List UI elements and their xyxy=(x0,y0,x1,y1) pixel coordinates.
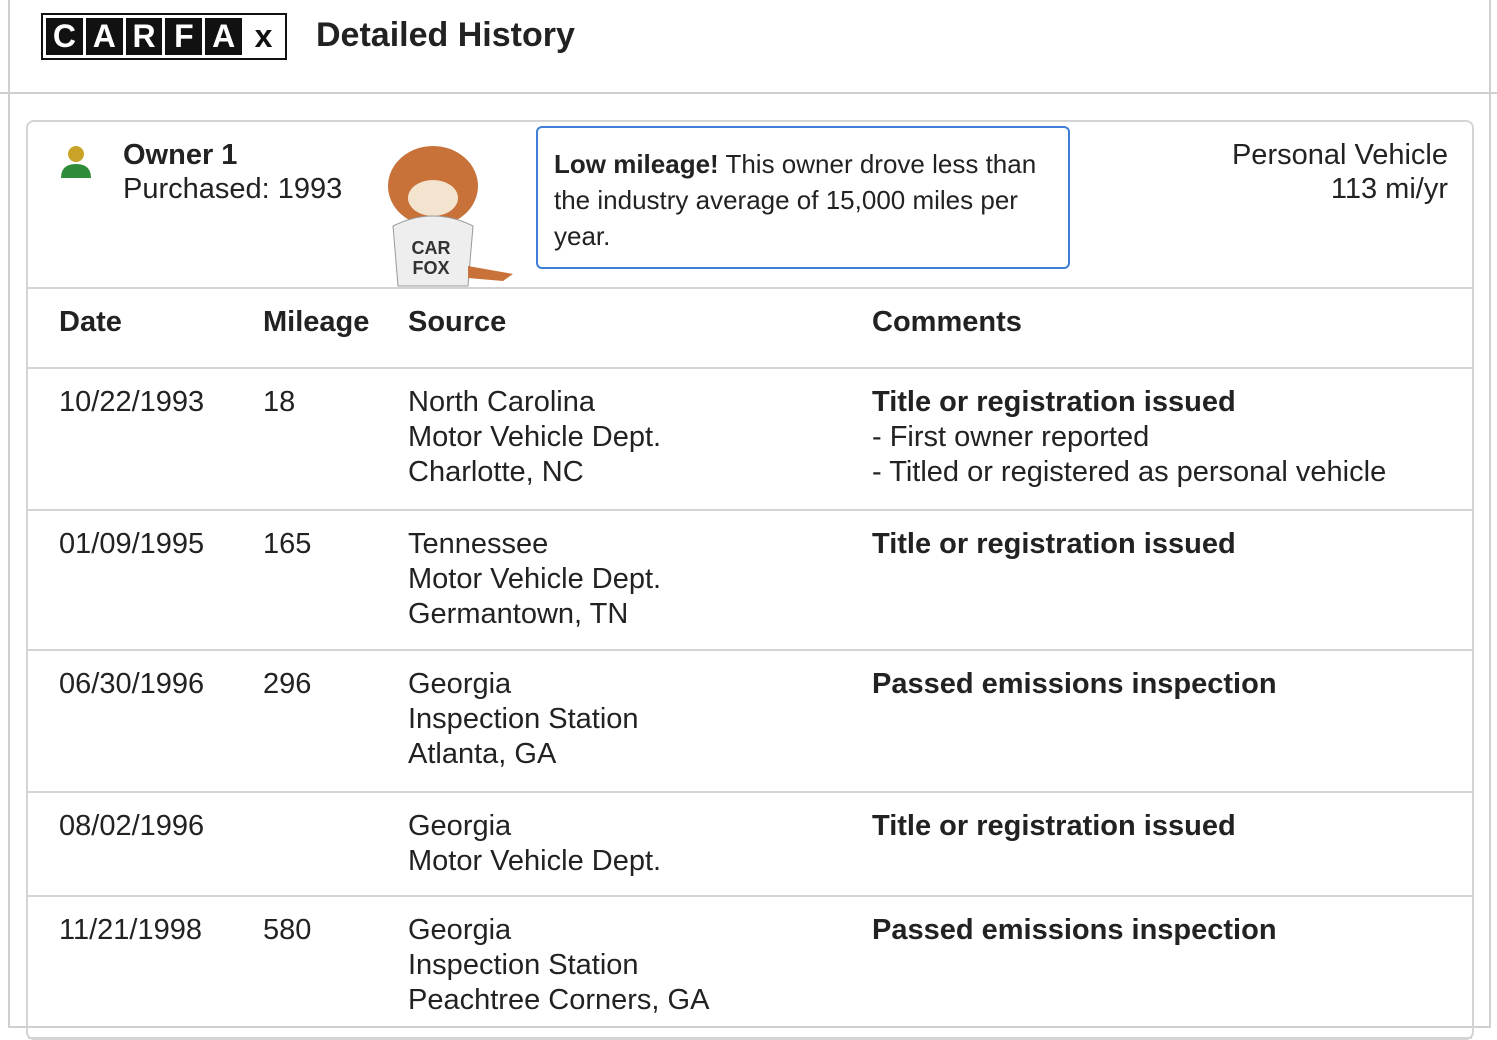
logo-letter: R xyxy=(126,18,163,55)
shirt-text: CAR xyxy=(412,238,451,258)
source-line: Charlotte, NC xyxy=(408,455,661,490)
logo-letter: x xyxy=(245,18,282,55)
page: CARFAx Detailed History Owner 1 Purchase… xyxy=(0,0,1497,1019)
date: 11/21/1998 xyxy=(59,913,202,948)
source-line: Georgia xyxy=(408,809,661,844)
date: 06/30/1996 xyxy=(59,667,204,702)
source-line: Germantown, TN xyxy=(408,597,661,632)
comment-title: Title or registration issued xyxy=(872,385,1386,420)
source-line: Motor Vehicle Dept. xyxy=(408,420,661,455)
table-header: Date Mileage Source Comments xyxy=(28,287,1472,369)
column-header: Date xyxy=(59,305,122,340)
source-line: North Carolina xyxy=(408,385,661,420)
logo-letter: A xyxy=(86,18,123,55)
date: 08/02/1996 xyxy=(59,809,204,844)
comment-detail: - First owner reported xyxy=(872,420,1386,455)
mileage: 165 xyxy=(263,527,311,562)
comment-title: Title or registration issued xyxy=(872,527,1236,562)
logo-letter: F xyxy=(165,18,202,55)
source-line: Inspection Station xyxy=(408,948,709,983)
date: 10/22/1993 xyxy=(59,385,204,420)
mileage: 296 xyxy=(263,667,311,702)
date: 01/09/1995 xyxy=(59,527,204,562)
purchased: Purchased: 1993 xyxy=(123,172,342,206)
column-header: Mileage xyxy=(263,305,369,340)
source-line: Motor Vehicle Dept. xyxy=(408,562,661,597)
source-line: Tennessee xyxy=(408,527,661,562)
comment-title: Passed emissions inspection xyxy=(872,667,1277,702)
mileage: 18 xyxy=(263,385,295,420)
comment: Title or registration issued- First owne… xyxy=(872,385,1386,490)
usage: Personal Vehicle xyxy=(1232,138,1448,172)
comment-title: Title or registration issued xyxy=(872,809,1236,844)
source-line: Motor Vehicle Dept. xyxy=(408,844,661,879)
comment: Passed emissions inspection xyxy=(872,667,1277,702)
logo-letter: C xyxy=(46,18,83,55)
column-header: Source xyxy=(408,305,506,340)
comment: Title or registration issued xyxy=(872,527,1236,562)
owner-header: Owner 1 Purchased: 1993 CAR FOX Low mile… xyxy=(28,122,1472,289)
source-line: Georgia xyxy=(408,913,709,948)
source-line: Georgia xyxy=(408,667,639,702)
callout-bold: Low mileage! xyxy=(554,149,719,179)
comment: Passed emissions inspection xyxy=(872,913,1277,948)
comment-detail: - Titled or registered as personal vehic… xyxy=(872,455,1386,490)
source-line: Peachtree Corners, GA xyxy=(408,983,709,1018)
column-header: Comments xyxy=(872,305,1022,340)
mascot: CAR FOX xyxy=(373,136,518,288)
source-line: Inspection Station xyxy=(408,702,639,737)
shirt-text: FOX xyxy=(412,258,449,278)
owner-name: Owner 1 xyxy=(123,138,237,172)
mileage-rate: 113 mi/yr xyxy=(1331,172,1448,206)
logo-letter: A xyxy=(205,18,242,55)
owner-icon xyxy=(58,144,94,180)
source-line: Atlanta, GA xyxy=(408,737,639,772)
callout: Low mileage! This owner drove less than … xyxy=(536,126,1070,269)
comment-title: Passed emissions inspection xyxy=(872,913,1277,948)
page-title: Detailed History xyxy=(316,16,575,55)
owner-card: Owner 1 Purchased: 1993 CAR FOX Low mile… xyxy=(26,120,1474,1040)
comment: Title or registration issued xyxy=(872,809,1236,844)
mileage: 580 xyxy=(263,913,311,948)
